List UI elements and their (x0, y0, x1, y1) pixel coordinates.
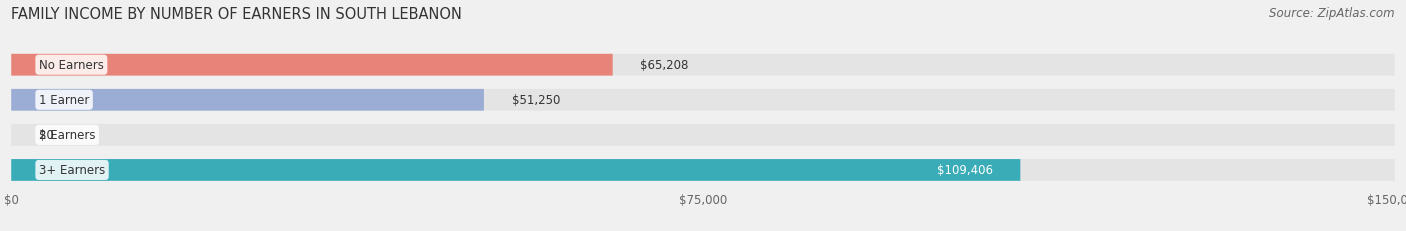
Text: $51,250: $51,250 (512, 94, 560, 107)
FancyBboxPatch shape (11, 55, 1395, 76)
FancyBboxPatch shape (11, 159, 1395, 181)
Text: $0: $0 (39, 129, 53, 142)
FancyBboxPatch shape (11, 90, 1395, 111)
Text: 2 Earners: 2 Earners (39, 129, 96, 142)
Text: 3+ Earners: 3+ Earners (39, 164, 105, 177)
Text: $65,208: $65,208 (640, 59, 689, 72)
Text: 1 Earner: 1 Earner (39, 94, 90, 107)
FancyBboxPatch shape (11, 125, 1395, 146)
Text: FAMILY INCOME BY NUMBER OF EARNERS IN SOUTH LEBANON: FAMILY INCOME BY NUMBER OF EARNERS IN SO… (11, 7, 463, 22)
FancyBboxPatch shape (11, 90, 484, 111)
Text: No Earners: No Earners (39, 59, 104, 72)
Text: $109,406: $109,406 (936, 164, 993, 177)
FancyBboxPatch shape (11, 159, 1021, 181)
Text: Source: ZipAtlas.com: Source: ZipAtlas.com (1270, 7, 1395, 20)
FancyBboxPatch shape (11, 55, 613, 76)
